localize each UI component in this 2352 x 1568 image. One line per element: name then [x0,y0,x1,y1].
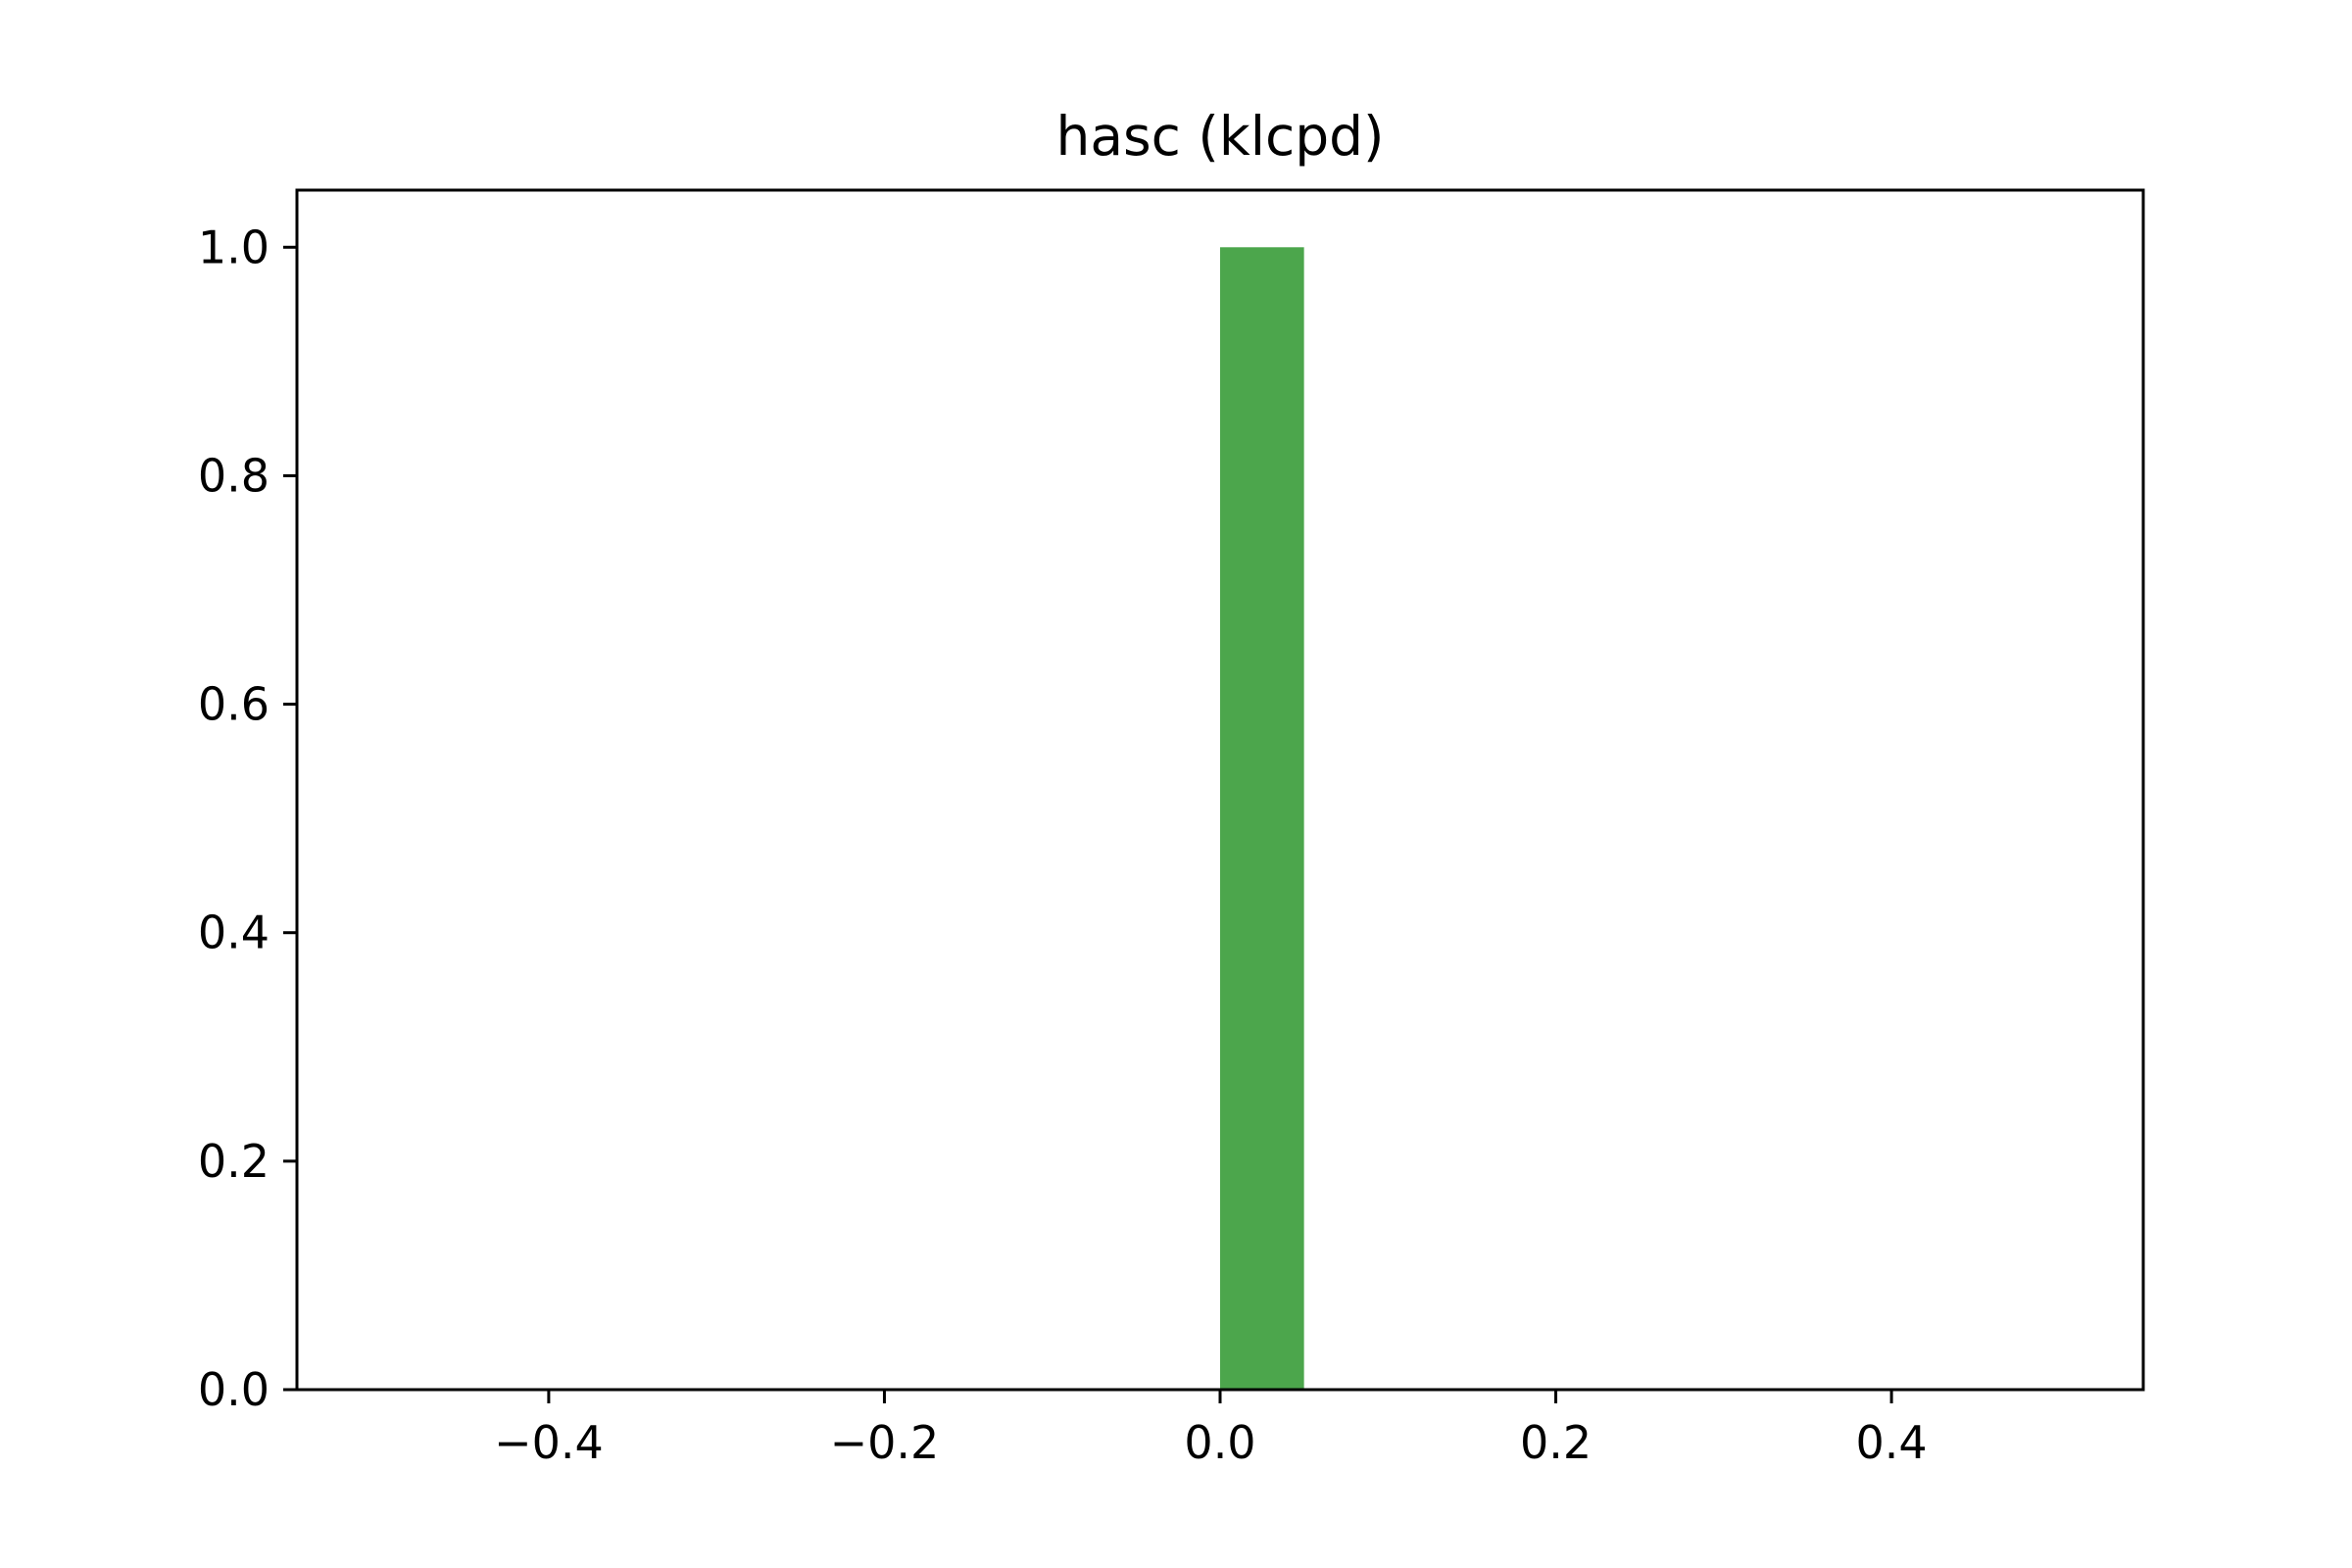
x-axis-ticks: −0.4 −0.2 0.0 0.2 0.4 [494,1390,1928,1469]
x-tick-label: 0.4 [1856,1416,1928,1469]
y-tick-label: 0.0 [198,1363,270,1416]
x-tick-label: 0.2 [1520,1416,1592,1469]
y-tick-label: 0.8 [198,449,270,502]
bar-0 [1220,247,1304,1390]
y-tick-label: 0.6 [198,678,270,731]
bars-layer [1220,247,1304,1390]
y-tick-label: 0.4 [198,906,270,959]
y-tick-label: 0.2 [198,1135,270,1188]
x-tick-label: −0.2 [830,1416,940,1469]
plot-frame [295,188,2145,1392]
x-tick-label: 0.0 [1184,1416,1255,1469]
y-axis-ticks: 0.0 0.2 0.4 0.6 0.8 1.0 [198,220,297,1416]
y-tick-label: 1.0 [198,220,270,273]
x-tick-label: −0.4 [494,1416,604,1469]
chart-title: hasc (klcpd) [1055,105,1384,168]
